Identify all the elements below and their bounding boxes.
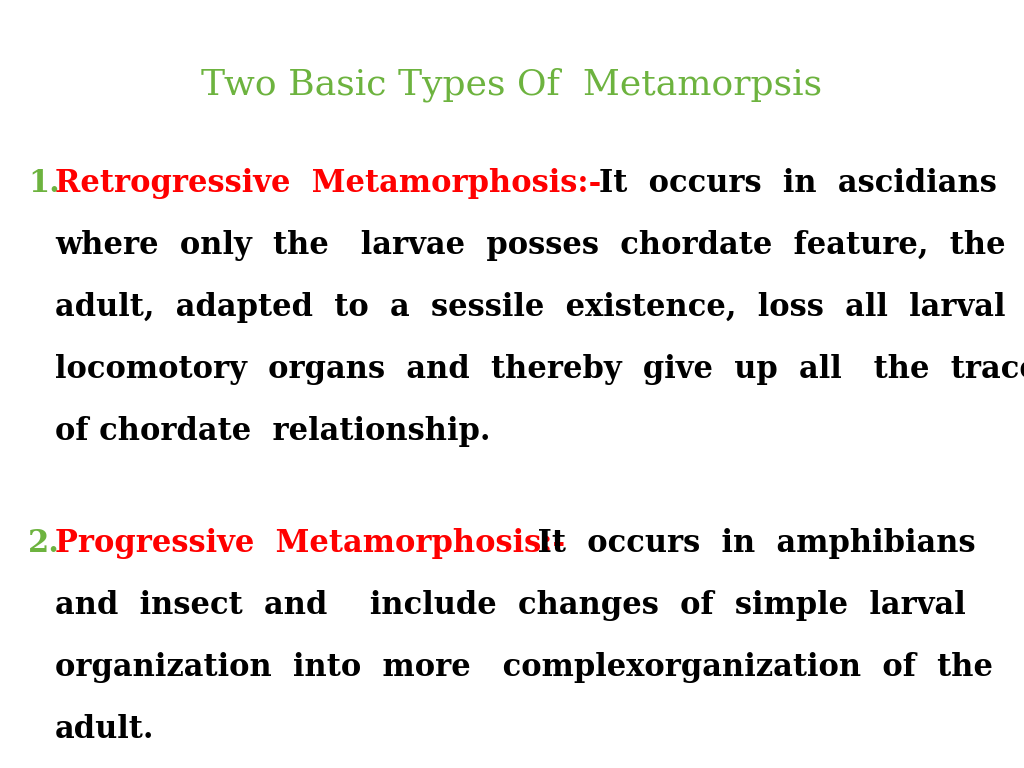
Text: and  insect  and    include  changes  of  simple  larval: and insect and include changes of simple… [55, 590, 966, 621]
Text: organization  into  more   complexorganization  of  the: organization into more complexorganizati… [55, 652, 993, 683]
Text: 1.: 1. [28, 168, 59, 199]
Text: of chordate  relationship.: of chordate relationship. [55, 416, 490, 447]
Text: It  occurs  in  amphibians: It occurs in amphibians [527, 528, 976, 559]
Text: adult.: adult. [55, 714, 155, 745]
Text: where  only  the   larvae  posses  chordate  feature,  the: where only the larvae posses chordate fe… [55, 230, 1006, 261]
Text: adult,  adapted  to  a  sessile  existence,  loss  all  larval: adult, adapted to a sessile existence, l… [55, 292, 1006, 323]
Text: Progressive  Metamorphosis:-: Progressive Metamorphosis:- [55, 528, 565, 559]
Text: 2.: 2. [28, 528, 59, 559]
Text: It  occurs  in  ascidians: It occurs in ascidians [599, 168, 997, 199]
Text: Two Basic Types Of  Metamorpsis: Two Basic Types Of Metamorpsis [202, 68, 822, 102]
Text: locomotory  organs  and  thereby  give  up  all   the  traces: locomotory organs and thereby give up al… [55, 354, 1024, 385]
Text: Retrogressive  Metamorphosis:-: Retrogressive Metamorphosis:- [55, 168, 601, 199]
